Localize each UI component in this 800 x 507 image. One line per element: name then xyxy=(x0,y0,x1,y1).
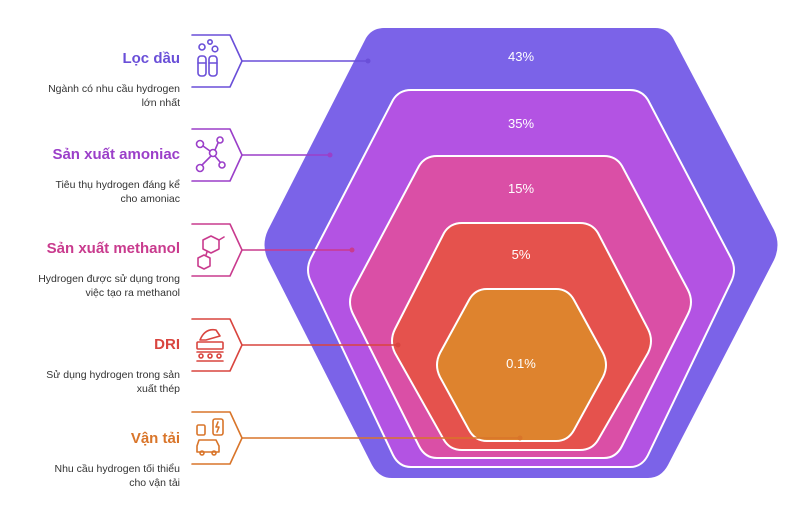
desc-line: Ngành có nhu cầu hydrogen xyxy=(48,83,180,95)
label-van-tai: Vận tải Nhu cầu hydrogen tối thiểu cho v… xyxy=(0,430,180,490)
percent-dri: 5% xyxy=(512,247,531,262)
desc-loc-dau: Ngành có nhu cầu hydrogen lớn nhất xyxy=(0,82,180,110)
molecule-icon xyxy=(191,128,243,182)
title-van-tai: Vận tải xyxy=(130,430,180,447)
refinery-icon xyxy=(191,34,243,88)
vehicle-icon xyxy=(191,411,243,465)
desc-line: cho amoniac xyxy=(120,193,180,205)
label-methanol: Sản xuất methanol Hydrogen được sử dụng … xyxy=(0,240,180,300)
desc-line: việc tạo ra methanol xyxy=(85,287,180,299)
percent-amoniac: 35% xyxy=(508,116,534,131)
steel-icon xyxy=(191,318,243,372)
desc-line: cho vận tải xyxy=(129,477,180,489)
desc-methanol: Hydrogen được sử dụng trong việc tạo ra … xyxy=(0,272,180,300)
label-dri: DRI Sử dụng hydrogen trong sản xuất thép xyxy=(0,336,180,396)
title-dri: DRI xyxy=(154,336,180,353)
desc-line: Sử dụng hydrogen trong sản xyxy=(46,369,180,381)
percent-loc-dau: 43% xyxy=(508,49,534,64)
title-methanol: Sản xuất methanol xyxy=(46,240,180,257)
desc-line: Hydrogen được sử dụng trong xyxy=(38,273,180,285)
desc-line: lớn nhất xyxy=(141,97,180,109)
label-loc-dau: Lọc dầu Ngành có nhu cầu hydrogen lớn nh… xyxy=(0,50,180,110)
title-loc-dau: Lọc dầu xyxy=(122,50,180,67)
connector-amoniac xyxy=(242,152,333,158)
desc-line: Nhu cầu hydrogen tối thiểu xyxy=(54,463,180,475)
desc-amoniac: Tiêu thụ hydrogen đáng kể cho amoniac xyxy=(0,178,180,206)
label-amoniac: Sản xuất amoniac Tiêu thụ hydrogen đáng … xyxy=(0,146,180,206)
percent-van-tai: 0.1% xyxy=(506,356,536,371)
desc-dri: Sử dụng hydrogen trong sản xuất thép xyxy=(0,368,180,396)
title-amoniac: Sản xuất amoniac xyxy=(52,146,180,163)
desc-line: xuất thép xyxy=(136,383,180,395)
desc-van-tai: Nhu cầu hydrogen tối thiểu cho vận tải xyxy=(0,462,180,490)
percent-methanol: 15% xyxy=(508,181,534,196)
connector-methanol xyxy=(242,247,355,253)
connector-van-tai xyxy=(242,435,523,441)
connector-loc-dau xyxy=(242,58,371,64)
desc-line: Tiêu thụ hydrogen đáng kể xyxy=(55,179,180,191)
connector-dri xyxy=(242,342,401,348)
chemical-icon xyxy=(191,223,243,277)
hexagon-van-tai xyxy=(436,288,607,442)
